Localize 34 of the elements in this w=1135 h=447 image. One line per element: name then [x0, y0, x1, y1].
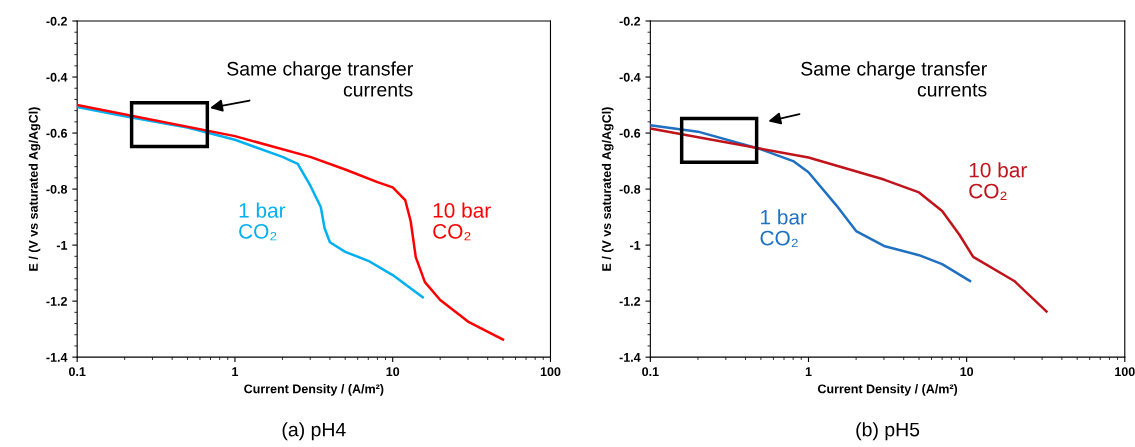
- y-tick-label: -0.6: [619, 128, 641, 138]
- x-tick-label: 10: [386, 367, 400, 377]
- x-tick-label: 1: [805, 367, 812, 376]
- annotation: Same charge transfer currents: [801, 61, 987, 97]
- series-label: 1 bar CO₂: [239, 202, 286, 241]
- y-tick-label: -1: [630, 241, 641, 250]
- y-tick-label: -1.2: [619, 296, 641, 306]
- x-tick-label: 0.1: [642, 367, 659, 377]
- y-tick-label: -0.2: [46, 16, 67, 26]
- series-label: 1 bar CO₂: [760, 209, 807, 248]
- x-tick-label: 10: [960, 367, 974, 377]
- annotation: Same charge transfer currents: [227, 61, 413, 97]
- text: (b) pH5: [856, 422, 920, 441]
- y-tick-label: -1: [56, 241, 68, 250]
- series-label: 10 bar CO₂: [433, 202, 491, 241]
- y-tick-label: -0.8: [46, 184, 68, 194]
- x-tick-label: 100: [1115, 367, 1135, 377]
- y-tick-label: -1.4: [46, 353, 68, 362]
- y-tick-label: -0.4: [46, 72, 68, 82]
- y-tick-label: -0.8: [619, 184, 641, 194]
- y-axis-title: E / (V vs saturated Ag/AgCl): [601, 107, 614, 271]
- x-axis-title: Current Density / (A/m²): [244, 384, 384, 396]
- y-tick-label: -1.2: [46, 296, 67, 306]
- x-tick-label: 0.1: [68, 367, 86, 377]
- y-tick-label: -0.2: [619, 16, 641, 26]
- y-tick-label: -0.4: [619, 72, 641, 82]
- y-tick-label: -0.6: [46, 128, 68, 138]
- x-tick-label: 100: [540, 367, 561, 377]
- y-tick-label: -1.4: [619, 353, 641, 362]
- x-axis-title: Current Density / (A/m²): [817, 384, 958, 396]
- y-axis-title: E / (V vs saturated Ag/AgCl): [28, 107, 41, 271]
- x-tick-label: 1: [232, 367, 239, 376]
- text: (a) pH4: [282, 422, 346, 441]
- series-label: 10 bar CO₂: [969, 162, 1027, 200]
